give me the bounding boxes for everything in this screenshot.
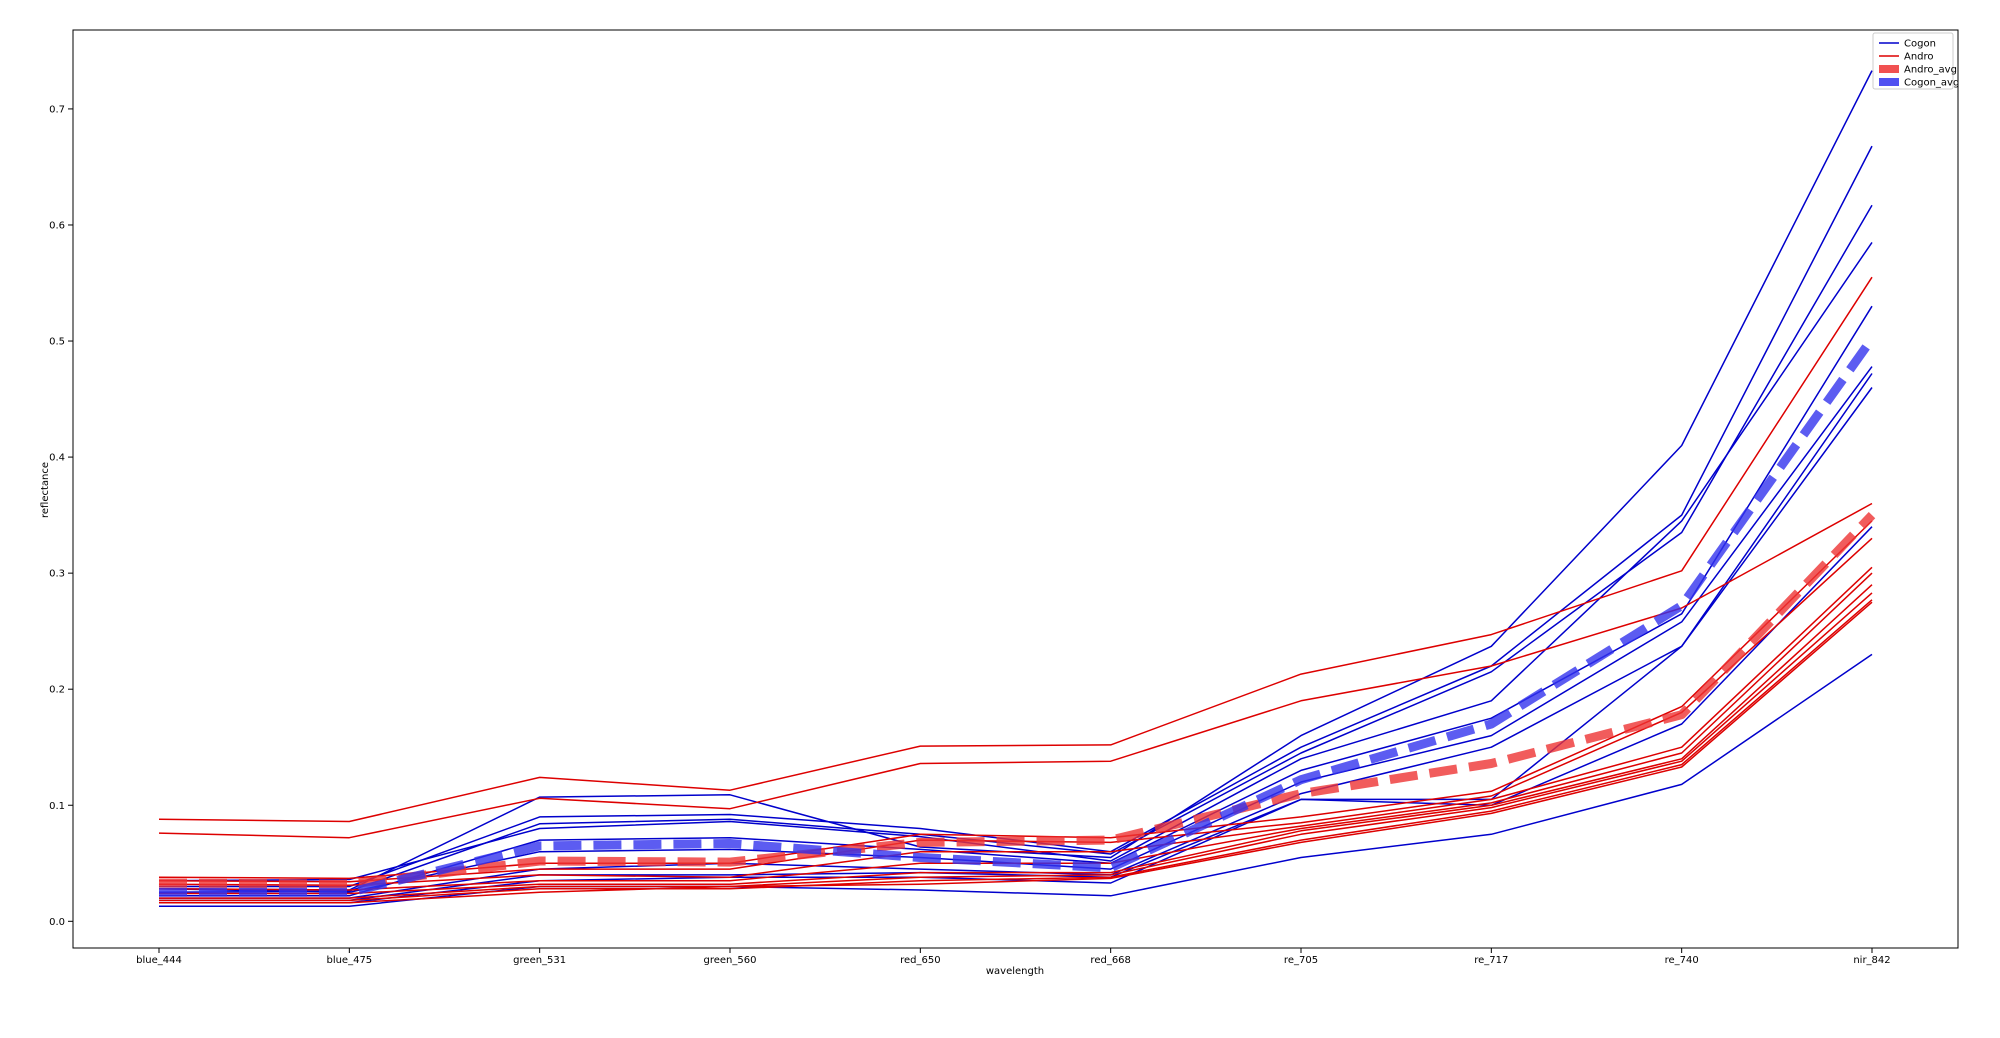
x-tick-label: nir_842 bbox=[1853, 955, 1890, 966]
series-line-cogon-3 bbox=[158, 241, 1873, 882]
y-axis: 0.0 0.1 0.2 0.3 0.4 0.5 0.6 0.7 bbox=[49, 104, 73, 928]
series-line-andro-13 bbox=[158, 537, 1873, 883]
x-tick-label: green_560 bbox=[704, 955, 757, 966]
x-tick-label: re_705 bbox=[1284, 955, 1318, 966]
legend-label-cogon: Cogon bbox=[1904, 39, 1936, 50]
series-line-cogon-5 bbox=[158, 366, 1873, 894]
x-axis: blue_444 blue_475 green_531 green_560 red_65… bbox=[136, 948, 1891, 966]
y-tick-label: 0.6 bbox=[49, 220, 65, 231]
series-line-cogon-avg-21 bbox=[159, 336, 1876, 897]
plot-frame bbox=[72, 29, 1959, 949]
y-axis-label: reflectance bbox=[40, 462, 51, 518]
series-line-cogon-7 bbox=[159, 387, 1873, 902]
series-layer bbox=[158, 70, 1876, 907]
series-line-andro-16 bbox=[159, 584, 1873, 895]
legend-label-andro: Andro bbox=[1904, 52, 1934, 63]
series-line-andro-10 bbox=[158, 276, 1873, 823]
series-line-andro-19 bbox=[159, 601, 1873, 904]
x-tick-label: blue_444 bbox=[136, 955, 182, 966]
x-tick-label: green_531 bbox=[513, 955, 566, 966]
series-line-cogon-6 bbox=[159, 373, 1873, 899]
y-tick-label: 0.4 bbox=[49, 453, 65, 464]
x-axis-label: wavelength bbox=[986, 966, 1044, 977]
series-line-andro-14 bbox=[158, 566, 1873, 887]
series-line-andro-11 bbox=[158, 502, 1873, 839]
x-tick-label: red_668 bbox=[1090, 955, 1130, 966]
y-tick-label: 0.0 bbox=[49, 917, 65, 928]
y-tick-label: 0.1 bbox=[49, 801, 65, 812]
series-line-cogon-0 bbox=[158, 70, 1873, 891]
legend-label-cogon-avg: Cogon_avg bbox=[1904, 78, 1959, 89]
legend-box bbox=[1872, 32, 1954, 90]
legend-label-andro-avg: Andro_avg bbox=[1904, 65, 1957, 76]
series-line-cogon-4 bbox=[159, 305, 1873, 897]
legend-swatch-andro-avg bbox=[1879, 65, 1899, 73]
x-tick-label: re_717 bbox=[1474, 955, 1508, 966]
series-line-cogon-9 bbox=[159, 653, 1873, 907]
y-tick-label: 0.7 bbox=[49, 104, 65, 115]
series-line-andro-18 bbox=[159, 599, 1873, 902]
series-line-cogon-2 bbox=[158, 204, 1873, 894]
y-tick-label: 0.3 bbox=[49, 569, 65, 580]
series-line-andro-17 bbox=[159, 592, 1873, 899]
x-tick-label: blue_475 bbox=[326, 955, 372, 966]
legend-swatch-cogon-avg bbox=[1879, 78, 1899, 86]
x-tick-label: red_650 bbox=[900, 955, 940, 966]
x-tick-label: re_740 bbox=[1665, 955, 1699, 966]
y-tick-label: 0.2 bbox=[49, 685, 65, 696]
y-tick-label: 0.5 bbox=[49, 337, 65, 348]
legend: Cogon Andro Andro_avg Cogon_avg bbox=[1872, 32, 1959, 90]
